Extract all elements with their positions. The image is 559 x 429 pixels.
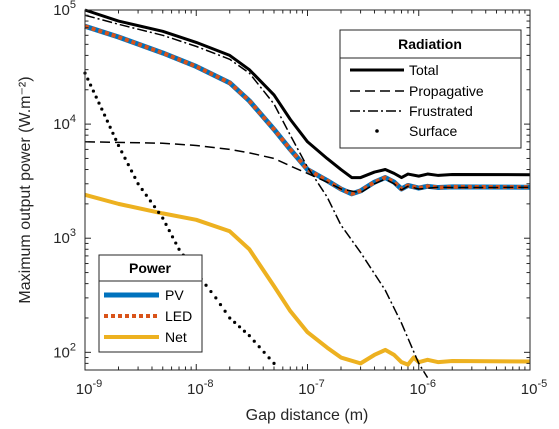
surface-point [129,169,134,173]
surface-point [177,247,181,251]
led-series-line [84,24,531,196]
surface-point [214,296,218,300]
surface-point [102,113,107,117]
surface-point [223,309,227,313]
surface-point [108,125,112,129]
propagative-series-line [84,141,531,194]
surface-point [105,119,109,123]
surface-point [111,131,115,135]
surface-point [86,77,90,81]
series-layer [83,8,531,379]
surface-point [170,235,175,239]
surface-point [267,356,271,360]
surface-point [91,89,95,93]
net-series-line [84,192,531,367]
legend-radiation: Radiation Total Propagative Frustrated S… [339,29,522,149]
legend-pv-label: PV [165,287,184,303]
legend-radiation-box [339,29,522,149]
y-axis-label: Maximum output power (W.m⁻²) [17,76,34,303]
legend-surface-swatch [375,129,379,133]
surface-point [136,182,140,186]
surface-point [94,95,98,99]
frustrated-series-line [84,14,429,379]
y-tick-label: 103 [53,227,76,247]
surface-point [88,83,93,87]
legend-net-label: Net [165,329,187,345]
legend-propagative-label: Propagative [409,83,484,99]
surface-point [148,199,153,203]
legend-radiation-title: Radiation [398,36,462,52]
x-tick-label: 10-8 [187,378,213,398]
legend-power: Power PV LED Net [98,254,203,353]
total-series-line [84,8,531,180]
surface-point [252,339,256,343]
x-tick-label: 10-7 [298,378,324,398]
y-tick-label: 104 [53,113,76,133]
surface-point [247,334,251,338]
surface-point [100,107,104,111]
surface-point [116,143,121,148]
surface-point [218,302,223,307]
legend-frustrated-label: Frustrated [409,103,473,119]
x-tick-label: 10-6 [410,378,436,398]
legend-power-title: Power [129,260,172,276]
surface-point [114,137,118,141]
surface-point [262,350,266,354]
surface-point [272,361,276,365]
legend-led-label: LED [165,308,192,324]
surface-point [257,345,261,349]
x-axis-label: Gap distance (m) [246,407,369,424]
x-tick-label: 10-5 [521,378,547,398]
surface-point [228,316,232,320]
surface-point [157,210,161,214]
x-tick-label: 10-9 [76,378,102,398]
surface-point [237,325,242,329]
y-tick-label: 102 [53,341,76,361]
surface-point [174,241,178,245]
ticks-layer: 10-9 10-8 10-7 10-6 10-5 102 103 104 105 [53,0,547,398]
surface-point [152,205,157,209]
surface-point [209,289,213,294]
surface-point [167,228,171,233]
surface-point [126,163,130,167]
surface-point [204,283,208,287]
surface-point [161,216,165,220]
surface-point [144,193,148,197]
surface-point [242,329,247,333]
surface-point [120,150,124,154]
surface-point [164,222,168,226]
surface-point [133,175,137,179]
legend-total-label: Total [409,62,439,78]
surface-point [233,320,237,324]
legend-surface-label: Surface [409,123,457,139]
surface-point [97,101,101,105]
surface-point [140,187,144,192]
y-tick-label: 105 [53,0,76,19]
surface-point [123,156,127,160]
